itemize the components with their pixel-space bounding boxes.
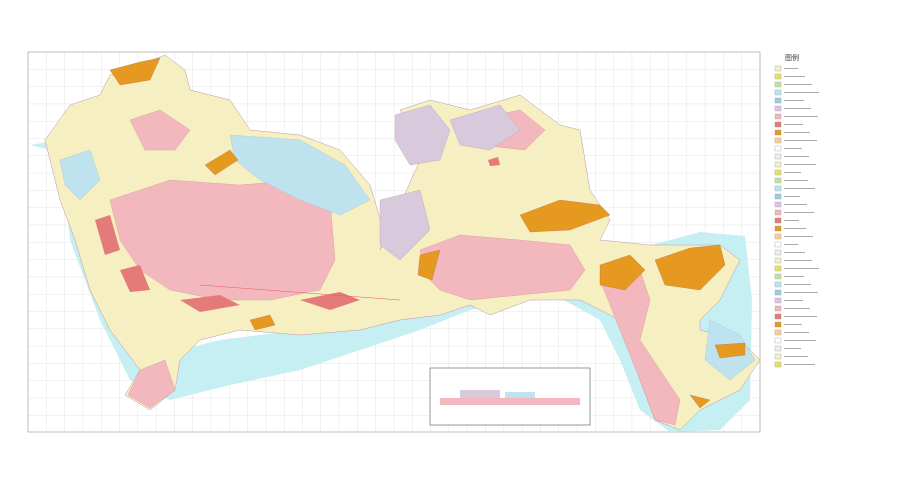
legend-swatch: [774, 121, 782, 128]
legend-swatch: [774, 337, 782, 344]
legend-swatch: [774, 233, 782, 240]
legend-swatch: [774, 129, 782, 136]
legend-swatch: [774, 65, 782, 72]
fault-line: [199, 284, 401, 301]
metamorphic-areas: [379, 104, 521, 261]
legend-swatch: [774, 313, 782, 320]
legend-swatch: [774, 177, 782, 184]
legend-swatch: [774, 249, 782, 256]
legend: 图例: [774, 53, 819, 368]
legend-swatch: [774, 241, 782, 248]
inset-section: [429, 367, 591, 426]
legend-swatch: [774, 225, 782, 232]
legend-swatch: [774, 137, 782, 144]
legend-title: 图例: [785, 53, 799, 62]
legend-swatch: [774, 209, 782, 216]
legend-swatch: [774, 89, 782, 96]
legend-swatch: [774, 281, 782, 288]
legend-swatch: [774, 273, 782, 280]
legend-swatch: [774, 185, 782, 192]
legend-swatch: [774, 145, 782, 152]
legend-swatch: [774, 265, 782, 272]
legend-swatch: [774, 361, 782, 368]
legend-swatch: [774, 321, 782, 328]
legend-swatch: [774, 97, 782, 104]
legend-swatch: [774, 193, 782, 200]
legend-swatch: [774, 201, 782, 208]
legend-swatch: [774, 113, 782, 120]
legend-swatch: [774, 169, 782, 176]
legend-swatches: [774, 65, 819, 368]
legend-swatch: [774, 353, 782, 360]
legend-swatch: [774, 217, 782, 224]
intrusive-red-areas: [95, 157, 500, 312]
legend-swatch: [774, 289, 782, 296]
legend-swatch: [774, 153, 782, 160]
volcanic-areas: [109, 57, 746, 409]
legend-swatch: [774, 305, 782, 312]
granite-areas: [109, 109, 681, 426]
sea: [30, 140, 752, 432]
legend-swatch: [774, 345, 782, 352]
legend-swatch: [774, 73, 782, 80]
legend-swatch: [774, 329, 782, 336]
legend-swatch: [774, 257, 782, 264]
legend-swatch: [774, 161, 782, 168]
legend-swatch: [774, 297, 782, 304]
map-frame: [27, 51, 761, 433]
legend-swatch: [774, 105, 782, 112]
legend-swatch: [774, 81, 782, 88]
